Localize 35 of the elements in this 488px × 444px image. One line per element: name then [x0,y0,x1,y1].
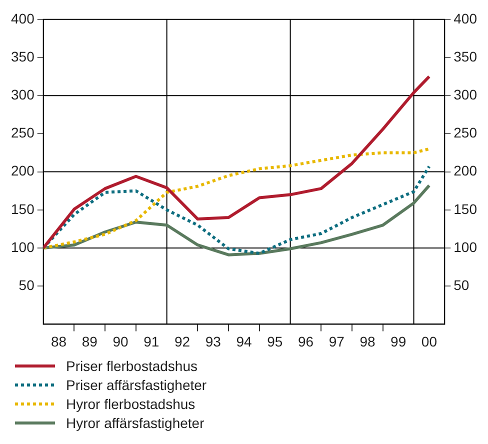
line-series [43,164,431,255]
x-tick-label: 88 [51,333,67,350]
y-tick-label: 400 [11,10,35,26]
x-tick-label: 93 [205,333,222,350]
x-tick-label: 96 [298,333,314,350]
x-tick-label: 95 [267,333,283,350]
y-tick-label: 100 [11,238,35,255]
legend-label: Hyror affärsfastigheter [66,415,204,431]
x-tick-label: 90 [112,333,129,350]
y2-tick-label: 300 [454,86,478,102]
y2-tick-label: 50 [454,276,470,293]
line-series [43,147,431,250]
x-tick-label: 99 [390,333,406,350]
y-tick-label: 350 [11,48,35,64]
legend-label: Hyror flerbostadshus [66,396,196,412]
x-tick-label: 91 [144,333,160,350]
y-tick-label: 150 [11,200,35,217]
x-tick-label: 00 [421,333,438,350]
x-tick-label: 92 [174,333,190,350]
x-tick-label: 94 [236,333,252,350]
y2-tick-label: 250 [454,124,478,141]
y-tick-label: 250 [11,124,35,141]
y2-tick-label: 150 [454,200,478,217]
x-tick-label: 89 [82,333,98,350]
y-tick-label: 50 [18,276,35,293]
y2-tick-label: 200 [454,162,478,179]
x-tick-label: 97 [328,333,345,350]
x-tick-label: 98 [360,333,376,350]
y2-tick-label: 400 [454,10,478,26]
y-tick-label: 300 [11,86,35,102]
y2-tick-label: 100 [454,238,478,255]
legend-label: Priser flerbostadshus [66,358,198,374]
legend-label: Priser affärsfastigheter [66,377,207,393]
y-tick-label: 200 [11,162,35,179]
y2-tick-label: 350 [454,48,478,64]
